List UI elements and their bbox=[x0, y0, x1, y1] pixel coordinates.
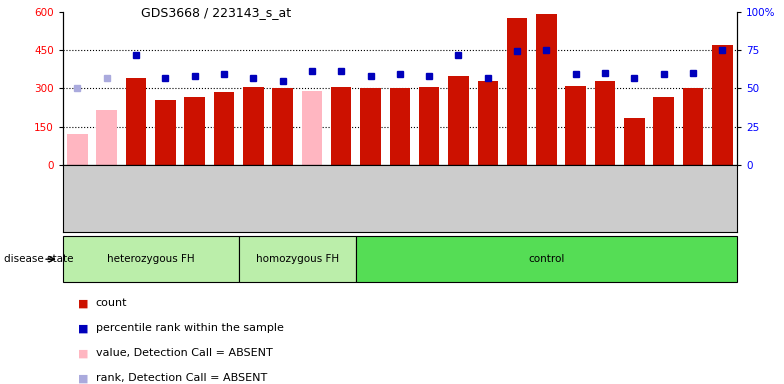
Text: percentile rank within the sample: percentile rank within the sample bbox=[96, 323, 284, 333]
Text: heterozygous FH: heterozygous FH bbox=[107, 254, 194, 264]
Bar bbox=[96, 110, 117, 165]
Text: homozygous FH: homozygous FH bbox=[256, 254, 339, 264]
Bar bbox=[565, 86, 586, 165]
Text: disease state: disease state bbox=[4, 254, 74, 264]
Bar bbox=[477, 81, 498, 165]
Bar bbox=[302, 91, 322, 165]
Text: ■: ■ bbox=[78, 373, 89, 383]
Bar bbox=[448, 76, 469, 165]
Bar bbox=[67, 134, 88, 165]
Bar bbox=[125, 78, 147, 165]
Text: rank, Detection Call = ABSENT: rank, Detection Call = ABSENT bbox=[96, 373, 267, 383]
Text: GDS3668 / 223143_s_at: GDS3668 / 223143_s_at bbox=[141, 6, 291, 19]
Bar bbox=[331, 87, 351, 165]
Text: ■: ■ bbox=[78, 348, 89, 358]
Bar bbox=[184, 97, 205, 165]
Text: count: count bbox=[96, 298, 127, 308]
Bar bbox=[683, 88, 703, 165]
Text: ■: ■ bbox=[78, 298, 89, 308]
Bar bbox=[214, 92, 234, 165]
Text: control: control bbox=[528, 254, 564, 264]
Bar bbox=[155, 100, 176, 165]
Bar bbox=[419, 87, 439, 165]
Bar bbox=[536, 14, 557, 165]
Bar bbox=[595, 81, 615, 165]
Bar bbox=[272, 88, 293, 165]
Text: value, Detection Call = ABSENT: value, Detection Call = ABSENT bbox=[96, 348, 272, 358]
Bar bbox=[243, 87, 263, 165]
Bar bbox=[653, 97, 674, 165]
Bar bbox=[361, 88, 381, 165]
Bar bbox=[506, 18, 528, 165]
Bar bbox=[624, 118, 644, 165]
Bar bbox=[712, 45, 732, 165]
Bar bbox=[390, 88, 410, 165]
Text: ■: ■ bbox=[78, 323, 89, 333]
